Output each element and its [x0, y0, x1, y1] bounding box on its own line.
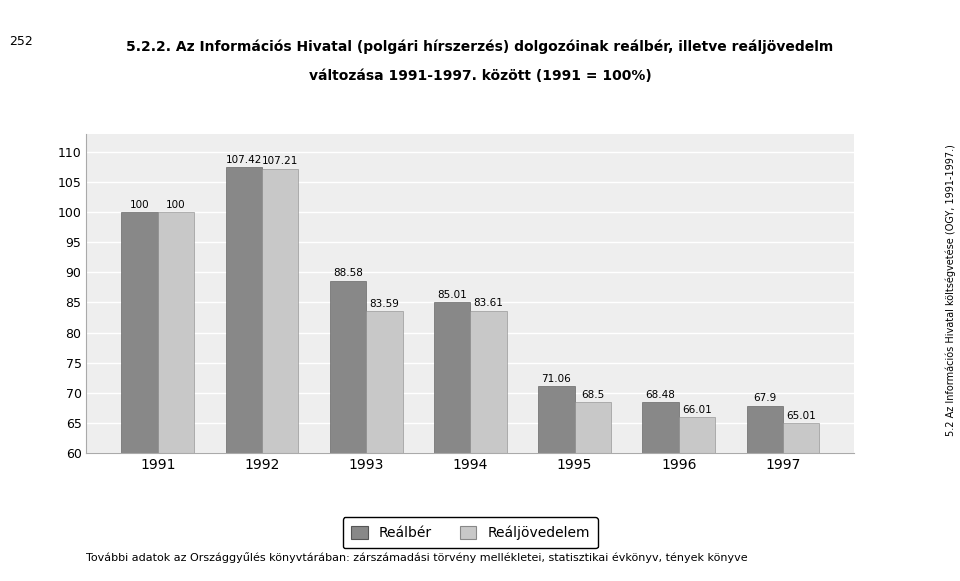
- Text: 107.42: 107.42: [226, 155, 262, 165]
- Text: 5.2 Az Információs Hivatal költségvetése (OGY, 1991-1997.): 5.2 Az Információs Hivatal költségvetése…: [946, 145, 955, 436]
- Bar: [747, 406, 783, 581]
- Bar: [470, 311, 507, 581]
- Text: 100: 100: [166, 200, 186, 210]
- Bar: [157, 212, 194, 581]
- Text: 68.5: 68.5: [581, 389, 605, 400]
- Bar: [262, 168, 299, 581]
- Bar: [575, 402, 612, 581]
- Bar: [226, 167, 262, 581]
- Text: 100: 100: [130, 200, 150, 210]
- Text: 67.9: 67.9: [754, 393, 777, 403]
- Bar: [121, 212, 157, 581]
- Text: 107.21: 107.21: [262, 156, 299, 166]
- Text: 83.59: 83.59: [370, 299, 399, 309]
- Text: További adatok az Országgyűlés könyvtárában: zárszámadási törvény mellékletei, s: További adatok az Országgyűlés könyvtárá…: [86, 553, 748, 563]
- Bar: [329, 281, 366, 581]
- Text: 5.2.2. Az Információs Hivatal (polgári hírszerzés) dolgozóinak reálbér, illetve : 5.2.2. Az Információs Hivatal (polgári h…: [127, 40, 833, 53]
- Text: 66.01: 66.01: [683, 404, 712, 414]
- Bar: [783, 423, 820, 581]
- Bar: [679, 417, 715, 581]
- Text: 83.61: 83.61: [473, 299, 504, 309]
- Text: 252: 252: [10, 35, 34, 48]
- Bar: [539, 386, 575, 581]
- Bar: [366, 311, 402, 581]
- Legend: Reálbér, Reáljövedelem: Reálbér, Reáljövedelem: [343, 517, 598, 548]
- Text: 88.58: 88.58: [333, 268, 363, 278]
- Text: 65.01: 65.01: [786, 411, 816, 421]
- Text: 85.01: 85.01: [438, 290, 467, 300]
- Text: 71.06: 71.06: [541, 374, 571, 384]
- Bar: [434, 302, 470, 581]
- Bar: [642, 402, 679, 581]
- Text: 68.48: 68.48: [646, 390, 676, 400]
- Text: változása 1991-1997. között (1991 = 100%): változása 1991-1997. között (1991 = 100%…: [308, 69, 652, 83]
